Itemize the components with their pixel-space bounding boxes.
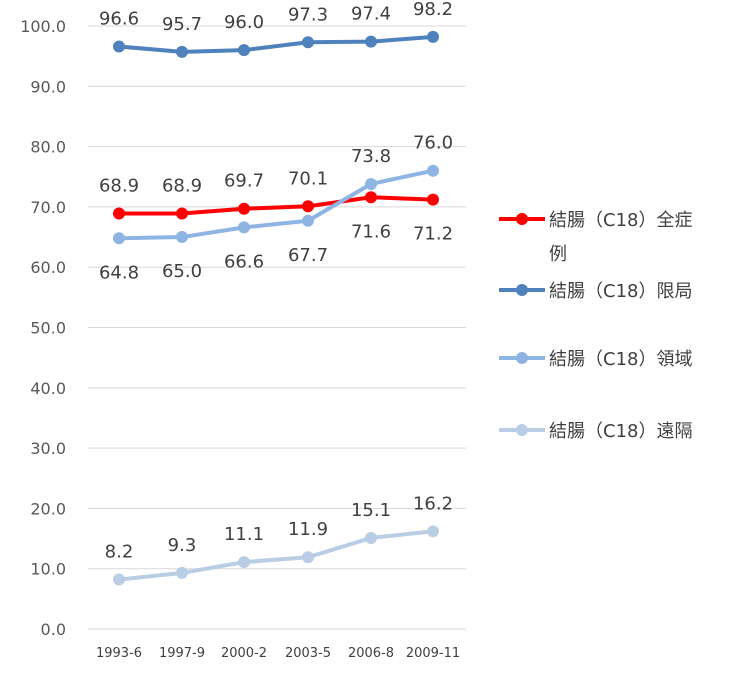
data-point bbox=[113, 207, 125, 220]
data-point bbox=[302, 214, 314, 227]
x-axis-ticks: 1993-6 1997-9 2000-2 2003-5 2006-8 2009-11 bbox=[96, 646, 460, 661]
data-label: 68.9 bbox=[162, 176, 202, 197]
data-label: 76.0 bbox=[413, 133, 453, 154]
data-label: 68.9 bbox=[99, 176, 139, 197]
y-axis-ticks: 0.0 10.0 20.0 30.0 40.0 50.0 60.0 70.0 80.0 90.0 1… bbox=[20, 17, 66, 639]
y-tick-label: 80.0 bbox=[30, 138, 66, 157]
data-point bbox=[365, 531, 377, 544]
y-tick-label: 10.0 bbox=[30, 560, 66, 579]
data-label: 71.2 bbox=[413, 224, 453, 245]
grid-lines bbox=[88, 25, 466, 630]
data-label: 9.3 bbox=[168, 535, 197, 556]
x-tick-label: 2006-8 bbox=[348, 646, 394, 661]
data-point bbox=[176, 45, 188, 58]
data-label: 96.0 bbox=[224, 12, 264, 33]
data-point bbox=[302, 551, 314, 564]
data-point bbox=[427, 30, 439, 43]
data-point bbox=[113, 573, 125, 586]
data-label: 73.8 bbox=[351, 146, 391, 167]
x-tick-label: 2003-5 bbox=[285, 646, 331, 661]
data-label: 11.9 bbox=[288, 519, 328, 540]
data-label: 64.8 bbox=[99, 262, 139, 283]
x-tick-label: 1997-9 bbox=[159, 646, 205, 661]
series-line bbox=[117, 34, 435, 54]
y-tick-label: 0.0 bbox=[41, 620, 66, 639]
data-label: 69.7 bbox=[224, 171, 264, 192]
data-labels: 68.9 68.9 69.7 70.1 71.6 71.2 96.6 95.7 96.0 97.3… bbox=[99, 0, 453, 563]
data-label: 16.2 bbox=[413, 493, 453, 514]
data-point bbox=[302, 36, 314, 49]
series-line bbox=[117, 195, 435, 216]
legend-marker bbox=[516, 352, 528, 364]
y-tick-label: 50.0 bbox=[30, 319, 66, 338]
data-point bbox=[238, 556, 250, 569]
legend-entry: 結腸（C18）領域 bbox=[549, 349, 692, 370]
y-tick-label: 40.0 bbox=[30, 379, 66, 398]
legend-entry: 結腸（C18）全症例 bbox=[549, 210, 692, 265]
legend-marker bbox=[516, 284, 528, 296]
y-tick-label: 70.0 bbox=[30, 198, 66, 217]
data-point bbox=[427, 164, 439, 177]
data-point bbox=[365, 191, 377, 204]
y-tick-label: 20.0 bbox=[30, 499, 66, 518]
data-label: 66.6 bbox=[224, 251, 264, 272]
y-tick-label: 100.0 bbox=[20, 17, 66, 36]
data-point bbox=[176, 207, 188, 220]
data-label: 70.1 bbox=[288, 168, 328, 189]
data-label: 11.1 bbox=[224, 524, 264, 545]
data-point bbox=[176, 566, 188, 579]
data-point bbox=[113, 232, 125, 245]
x-tick-label: 1993-6 bbox=[96, 646, 142, 661]
series-lines bbox=[113, 30, 439, 586]
data-point bbox=[365, 35, 377, 48]
data-point bbox=[427, 193, 439, 206]
y-tick-label: 30.0 bbox=[30, 439, 66, 458]
data-point bbox=[365, 177, 377, 190]
data-label: 71.6 bbox=[351, 221, 391, 242]
data-label: 98.2 bbox=[413, 0, 453, 20]
data-label: 15.1 bbox=[351, 500, 391, 521]
legend-marker bbox=[516, 213, 528, 225]
x-tick-label: 2009-11 bbox=[406, 646, 460, 661]
data-label: 95.7 bbox=[162, 14, 202, 35]
legend-entry: 結腸（C18）遠隔 bbox=[549, 421, 692, 442]
y-tick-label: 60.0 bbox=[30, 258, 66, 277]
series-line bbox=[117, 529, 435, 582]
legend-entry: 結腸（C18）限局 bbox=[549, 281, 692, 302]
data-point bbox=[427, 525, 439, 538]
data-point bbox=[238, 221, 250, 234]
x-tick-label: 2000-2 bbox=[221, 646, 267, 661]
data-label: 65.0 bbox=[162, 261, 202, 282]
y-tick-label: 90.0 bbox=[30, 77, 66, 96]
data-point bbox=[238, 202, 250, 215]
data-label: 97.4 bbox=[351, 4, 391, 25]
data-point bbox=[113, 40, 125, 53]
legend-marker bbox=[516, 424, 528, 436]
series-line bbox=[117, 168, 435, 241]
data-label: 67.7 bbox=[288, 245, 328, 266]
data-label: 8.2 bbox=[105, 542, 134, 563]
data-label: 97.3 bbox=[288, 4, 328, 25]
data-point bbox=[302, 200, 314, 213]
data-point bbox=[176, 231, 188, 244]
data-point bbox=[238, 44, 250, 57]
data-label: 96.6 bbox=[99, 9, 139, 30]
